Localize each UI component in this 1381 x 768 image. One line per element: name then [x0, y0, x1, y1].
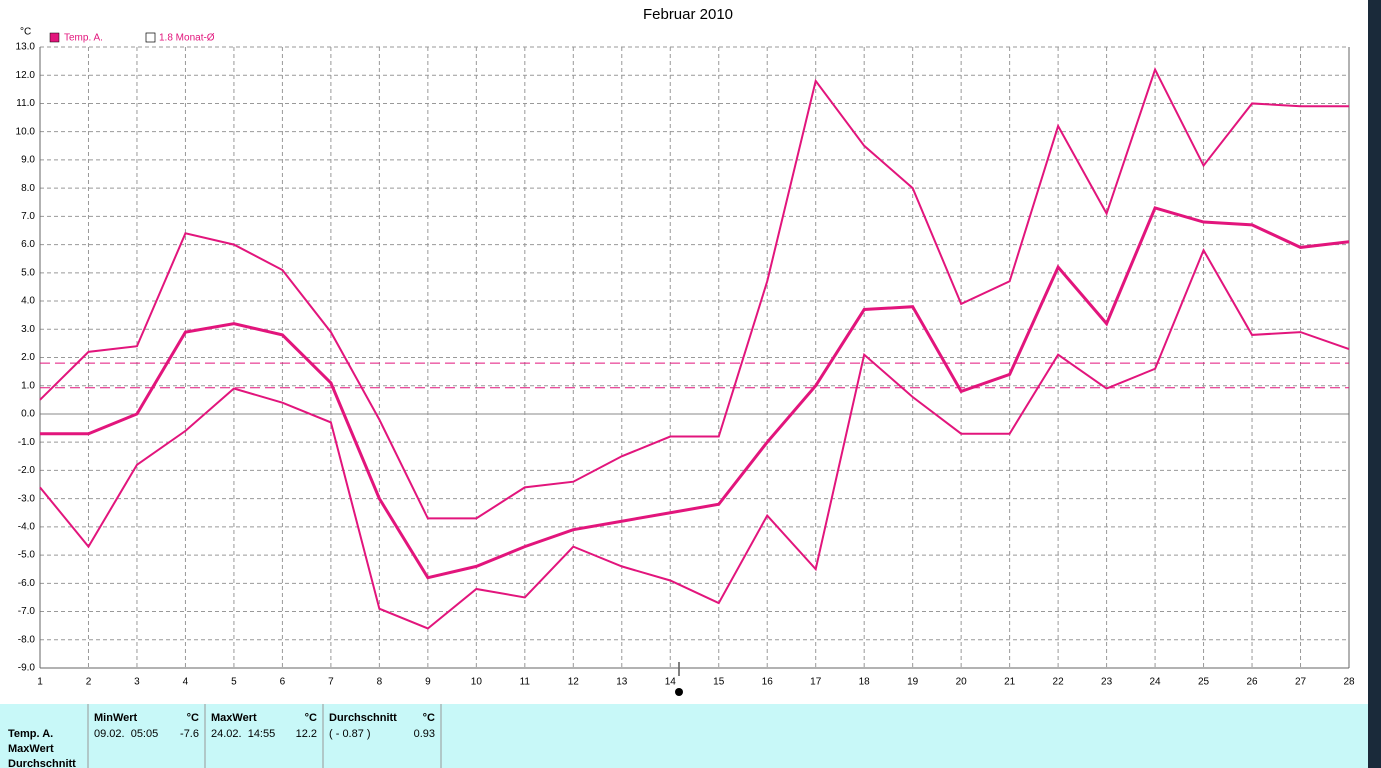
- x-tick-label: 7: [328, 677, 334, 688]
- y-tick-label: 6.0: [21, 239, 35, 250]
- y-axis-label: °C: [20, 27, 31, 38]
- x-tick-label: 18: [859, 677, 871, 688]
- x-tick-label: 26: [1246, 677, 1258, 688]
- x-tick-label: 6: [280, 677, 286, 688]
- column-header: MaxWert: [211, 712, 257, 724]
- y-tick-label: -7.0: [18, 606, 36, 617]
- x-tick-label: 12: [568, 677, 580, 688]
- x-tick-label: 4: [183, 677, 189, 688]
- y-tick-label: 11.0: [16, 98, 35, 109]
- cell-time: 24.02. 14:55: [211, 728, 275, 740]
- y-tick-label: -3.0: [18, 493, 36, 504]
- x-tick-label: 17: [810, 677, 822, 688]
- y-tick-label: -8.0: [18, 634, 36, 645]
- x-tick-label: 3: [134, 677, 140, 688]
- cell-value: -7.6: [180, 728, 199, 740]
- chart-title: Februar 2010: [643, 6, 733, 23]
- y-tick-label: -5.0: [18, 550, 36, 561]
- x-tick-label: 27: [1295, 677, 1307, 688]
- x-tick-label: 22: [1053, 677, 1065, 688]
- y-tick-label: 5.0: [21, 267, 35, 278]
- series-line: [39, 247, 1350, 630]
- column-unit: °C: [305, 712, 317, 724]
- x-tick-label: 5: [231, 677, 237, 688]
- cell-time: 09.02. 05:05: [94, 728, 158, 740]
- x-tick-label: 25: [1198, 677, 1210, 688]
- x-tick-label: 2: [86, 677, 92, 688]
- y-tick-label: 3.0: [21, 324, 35, 335]
- series-line: [40, 206, 1350, 580]
- stats-panel: [0, 704, 1368, 768]
- legend-label: Temp. A.: [64, 33, 103, 44]
- x-tick-label: 11: [520, 677, 531, 688]
- legend-swatch: [145, 32, 156, 43]
- x-tick-label: 9: [425, 677, 431, 688]
- x-tick-label: 19: [907, 677, 919, 688]
- y-tick-label: 7.0: [21, 211, 35, 222]
- y-tick-label: 1.0: [21, 380, 35, 391]
- x-tick-label: 10: [471, 677, 483, 688]
- y-tick-label: -6.0: [18, 578, 36, 589]
- column-unit: °C: [187, 712, 199, 724]
- x-tick-label: 21: [1004, 677, 1016, 688]
- legend-swatch: [49, 32, 60, 43]
- y-tick-label: -1.0: [18, 437, 36, 448]
- cursor-marker: [675, 688, 683, 696]
- cell-time: ( - 0.87 ): [329, 728, 371, 740]
- x-tick-label: 16: [762, 677, 774, 688]
- y-tick-label: -2.0: [18, 465, 36, 476]
- y-tick-label: 13.0: [16, 42, 36, 53]
- row-label: MaxWert: [8, 743, 54, 755]
- series-line: [39, 66, 1349, 520]
- x-tick-label: 28: [1343, 677, 1355, 688]
- y-tick-label: 9.0: [21, 155, 35, 166]
- y-tick-label: 12.0: [16, 70, 36, 81]
- x-tick-label: 14: [665, 677, 677, 688]
- x-tick-label: 24: [1150, 677, 1162, 688]
- x-tick-label: 23: [1101, 677, 1113, 688]
- x-tick-label: 8: [377, 677, 383, 688]
- x-tick-label: 15: [713, 677, 725, 688]
- y-tick-label: 0.0: [21, 409, 35, 420]
- y-tick-label: 8.0: [21, 183, 35, 194]
- x-tick-label: 13: [616, 677, 628, 688]
- cell-value: 12.2: [296, 728, 317, 740]
- row-label: Temp. A.: [8, 728, 53, 740]
- y-tick-label: 2.0: [21, 352, 35, 363]
- x-tick-label: 1: [37, 677, 43, 688]
- y-tick-label: 10.0: [16, 126, 36, 137]
- y-tick-label: -9.0: [18, 663, 36, 674]
- row-label: Durchschnitt: [8, 758, 76, 768]
- legend-label: 1.8 Monat-Ø: [159, 33, 215, 44]
- column-header: Durchschnitt: [329, 712, 397, 724]
- y-tick-label: -4.0: [18, 522, 36, 533]
- column-unit: °C: [423, 712, 435, 724]
- window-edge: [1368, 0, 1381, 768]
- y-tick-label: 4.0: [21, 296, 35, 307]
- column-header: MinWert: [94, 712, 138, 724]
- x-tick-label: 20: [956, 677, 968, 688]
- cell-value: 0.93: [414, 728, 435, 740]
